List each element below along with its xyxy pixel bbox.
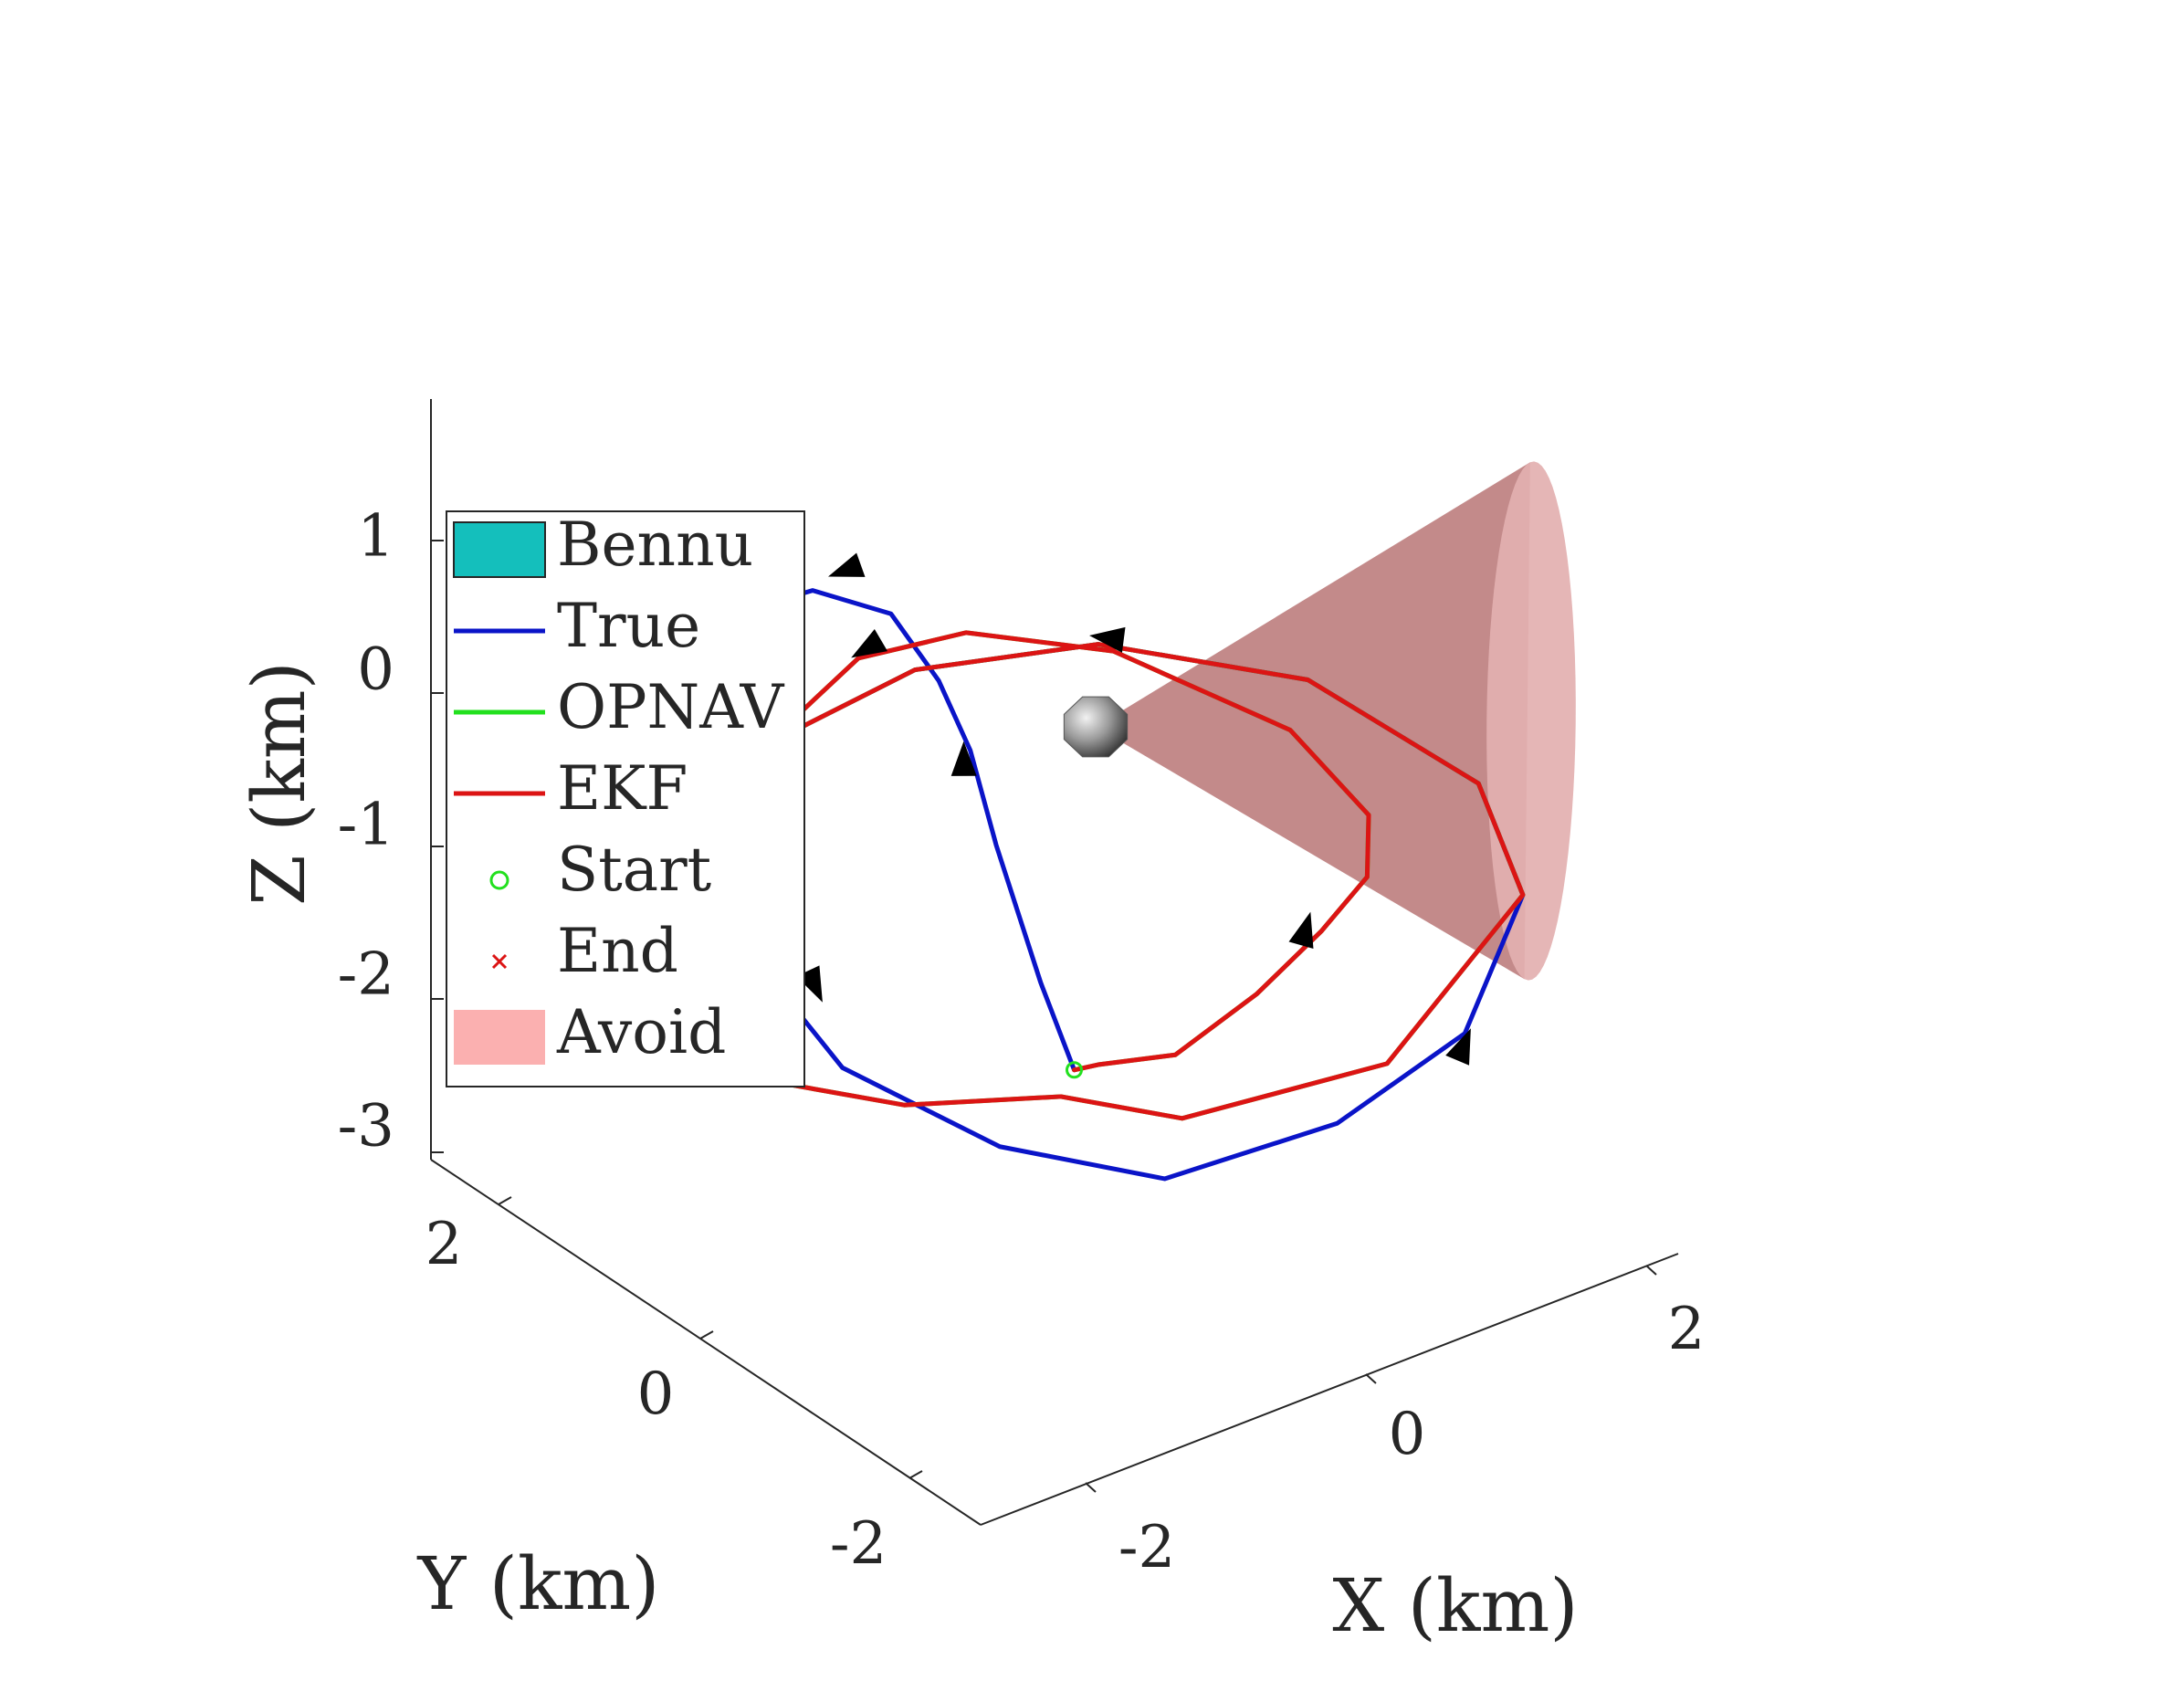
avoid-cone bbox=[1096, 461, 1576, 981]
legend-label-start: Start bbox=[557, 835, 711, 905]
y-axis-label: Y (km) bbox=[417, 1541, 660, 1626]
tick-labels: 1 0 -1 -2 -3 2 0 -2 -2 0 2 bbox=[338, 503, 1706, 1582]
legend: Bennu True OPNAV EKF Start End Avoid bbox=[446, 510, 805, 1087]
legend-swatch-avoid bbox=[454, 1010, 545, 1065]
legend-label-bennu: Bennu bbox=[557, 510, 753, 580]
direction-arrow-7 bbox=[1445, 1028, 1471, 1066]
x-axis-line bbox=[980, 1253, 1679, 1526]
legend-label-opnav: OPNAV bbox=[557, 672, 785, 742]
x-tick-minus2 bbox=[1085, 1482, 1097, 1493]
tick-marks bbox=[431, 540, 1657, 1493]
legend-swatch-bennu bbox=[453, 521, 546, 578]
z-tick-label-minus3: -3 bbox=[338, 1093, 394, 1161]
direction-arrow-5 bbox=[950, 741, 977, 776]
legend-swatch-end bbox=[491, 953, 508, 970]
z-tick-label-minus2: -2 bbox=[338, 941, 394, 1009]
x-tick-label-0: 0 bbox=[1389, 1401, 1426, 1468]
legend-item-avoid: Avoid bbox=[454, 997, 726, 1067]
x-tick-label-2: 2 bbox=[1668, 1296, 1706, 1363]
legend-label-true: True bbox=[557, 591, 700, 661]
bennu-body bbox=[1063, 696, 1129, 758]
z-tick-label-minus1: -1 bbox=[338, 792, 394, 859]
z-axis-label: Z (km) bbox=[236, 661, 321, 906]
legend-item-ekf: EKF bbox=[454, 753, 688, 824]
y-axis-line bbox=[430, 1159, 982, 1526]
avoid-cone-side bbox=[1096, 462, 1530, 980]
y-tick-label-minus2: -2 bbox=[830, 1510, 887, 1578]
start-marker bbox=[1066, 1061, 1084, 1079]
direction-arrow-4 bbox=[1089, 626, 1126, 653]
legend-box bbox=[446, 510, 805, 1087]
legend-item-opnav: OPNAV bbox=[454, 672, 785, 742]
z-tick-label-1: 1 bbox=[357, 503, 394, 571]
y-tick-label-0: 0 bbox=[637, 1361, 675, 1428]
legend-label-ekf: EKF bbox=[557, 753, 688, 824]
y-tick-label-2: 2 bbox=[425, 1211, 463, 1278]
z-tick-label-0: 0 bbox=[357, 636, 394, 704]
axes-box bbox=[430, 399, 1679, 1526]
x-axis-label: X (km) bbox=[1332, 1563, 1578, 1648]
legend-item-start: Start bbox=[489, 835, 711, 905]
legend-label-avoid: Avoid bbox=[556, 997, 726, 1067]
x-tick-2 bbox=[1645, 1265, 1657, 1276]
y-tick-2 bbox=[498, 1196, 512, 1205]
legend-swatch-start bbox=[489, 870, 509, 890]
direction-arrow-2 bbox=[851, 629, 888, 658]
y-tick-minus2 bbox=[908, 1470, 923, 1479]
legend-entries: Bennu True OPNAV EKF Start End Avoid bbox=[453, 510, 785, 1067]
legend-item-end: End bbox=[491, 916, 678, 986]
y-tick-0 bbox=[699, 1330, 714, 1340]
avoid-cone-base bbox=[1486, 461, 1576, 981]
x-tick-label-minus2: -2 bbox=[1118, 1514, 1175, 1581]
legend-item-true: True bbox=[454, 591, 700, 661]
direction-arrows bbox=[796, 552, 1471, 1066]
direction-arrow-6 bbox=[1288, 911, 1314, 949]
legend-item-bennu: Bennu bbox=[453, 510, 753, 580]
legend-label-end: End bbox=[557, 916, 678, 986]
x-tick-0 bbox=[1365, 1373, 1377, 1384]
bennu-asteroid bbox=[1063, 696, 1129, 758]
direction-arrow-1 bbox=[828, 552, 866, 577]
